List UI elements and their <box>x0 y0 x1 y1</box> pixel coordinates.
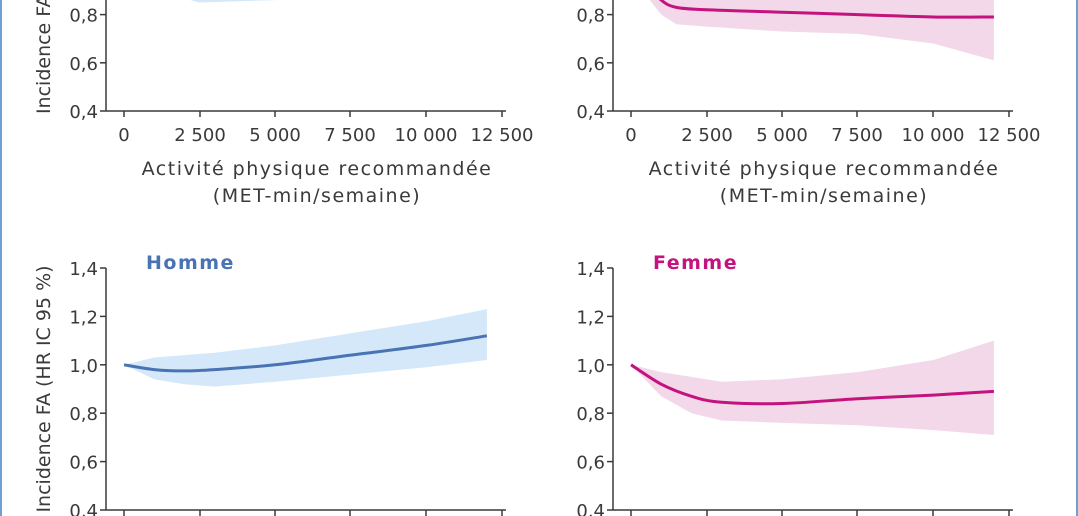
y-axis-title: Incidence FA (HR IC 95 %) <box>33 265 55 512</box>
ci-band <box>631 340 994 435</box>
x-tick-label: 2 500 <box>174 125 226 146</box>
x-tick-label: 5 000 <box>249 125 301 146</box>
panel-bottom-left: 0,4 0,6 0,8 1,0 1,2 1,4 Homme Incidence FA (H… <box>33 252 506 516</box>
y-axis-title: Incidence FA (HR IC 95 %) <box>33 0 55 114</box>
x-tick-label: 10 000 <box>902 125 965 146</box>
hr-line <box>630 363 994 406</box>
y-tick-label: 0,4 <box>69 102 98 123</box>
ci-band <box>190 0 277 3</box>
x-ticks: 0 2 500 5 000 7 500 10 000 12 500 <box>625 111 1040 146</box>
y-tick-label: 0,8 <box>69 404 98 425</box>
x-tick-label: 7 500 <box>831 125 883 146</box>
y-tick-label: 0,6 <box>69 54 98 75</box>
x-ticks <box>630 510 1010 516</box>
y-tick-label: 1,0 <box>576 356 605 377</box>
x-axis-title-line2: (MET-min/semaine) <box>213 185 421 207</box>
y-tick-label: 1,4 <box>576 259 605 280</box>
y-ticks: 0,4 0,6 0,8 1,0 1,2 1,4 <box>576 259 613 516</box>
x-tick-label: 0 <box>625 125 636 146</box>
panel-title: Homme <box>146 252 235 274</box>
y-tick-label: 0,4 <box>576 501 605 516</box>
x-ticks <box>123 510 503 516</box>
y-tick-label: 0,8 <box>69 6 98 27</box>
x-tick-label: 0 <box>118 125 129 146</box>
y-tick-label: 0,6 <box>69 453 98 474</box>
x-tick-label: 10 000 <box>395 125 458 146</box>
hr-line <box>123 334 488 373</box>
y-tick-label: 1,0 <box>69 356 98 377</box>
y-tick-label: 0,4 <box>69 501 98 516</box>
y-tick-label: 1,2 <box>69 307 98 328</box>
x-tick-label: 7 500 <box>324 125 376 146</box>
hr-line <box>658 0 994 19</box>
y-tick-label: 0,6 <box>576 453 605 474</box>
y-ticks: 0,40,60,81,01,21,4 <box>576 6 613 123</box>
panel-title: Femme <box>653 252 738 274</box>
y-tick-label: 0,8 <box>576 6 605 27</box>
y-ticks: 0,40,60,81,01,21,4 <box>69 6 106 123</box>
x-tick-label: 2 500 <box>681 125 733 146</box>
x-tick-label: 12 500 <box>471 125 534 146</box>
panel-bottom-right: 0,4 0,6 0,8 1,0 1,2 1,4 Femme <box>576 252 1013 516</box>
x-axis-title-line2: (MET-min/semaine) <box>720 185 928 207</box>
x-axis-title-line1: Activité physique recommandée <box>649 158 1000 180</box>
y-tick-label: 0,6 <box>576 54 605 75</box>
x-tick-label: 12 500 <box>978 125 1041 146</box>
y-tick-label: 0,4 <box>576 102 605 123</box>
x-axis-title-line1: Activité physique recommandée <box>142 158 493 180</box>
y-tick-label: 0,8 <box>576 404 605 425</box>
y-ticks: 0,4 0,6 0,8 1,0 1,2 1,4 <box>69 259 106 516</box>
y-tick-label: 1,2 <box>576 307 605 328</box>
ci-band <box>124 309 487 387</box>
y-tick-label: 1,4 <box>69 259 98 280</box>
x-tick-label: 5 000 <box>756 125 808 146</box>
x-ticks: 0 2 500 5 000 7 500 10 000 12 500 <box>118 111 533 146</box>
